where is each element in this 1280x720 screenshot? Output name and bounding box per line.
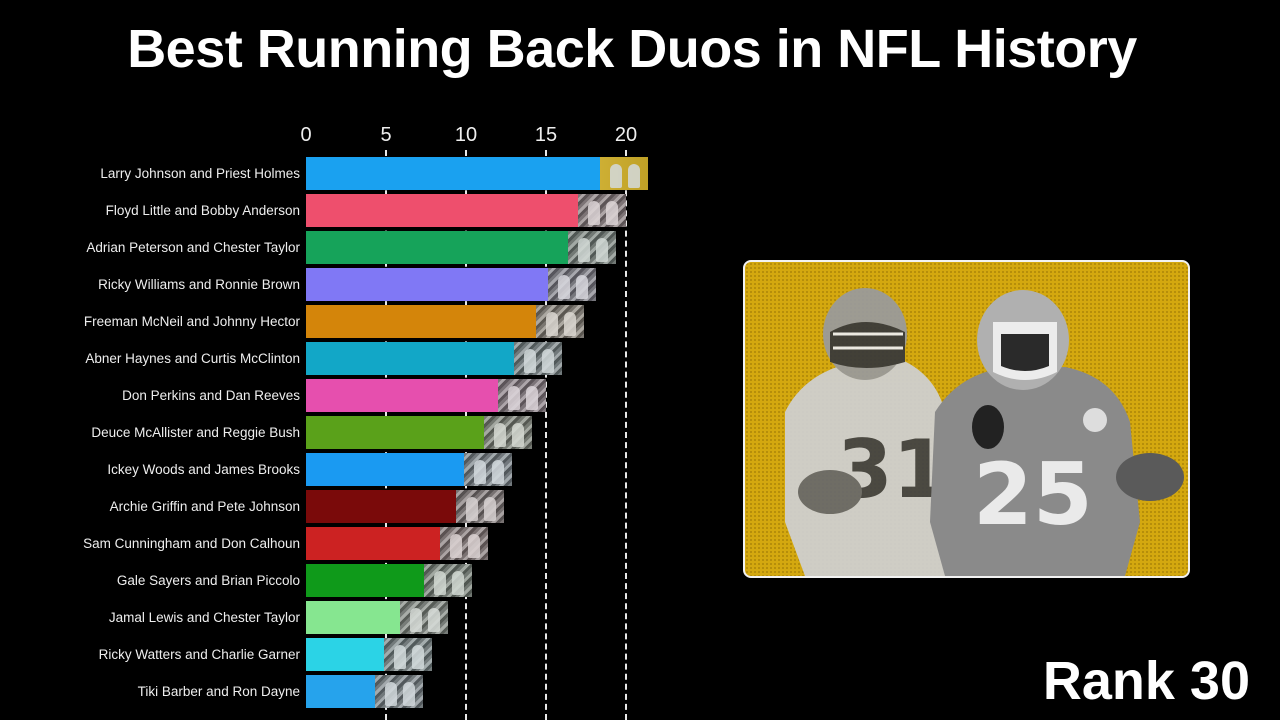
duo-thumbnail-icon	[514, 342, 562, 375]
bar	[306, 157, 649, 190]
duo-thumbnail-icon	[456, 490, 505, 523]
rank-label: Rank 30	[1042, 651, 1250, 711]
bar-label: Tiki Barber and Ron Dayne	[137, 684, 300, 699]
duo-thumbnail-icon	[547, 268, 596, 301]
bar-label: Gale Sayers and Brian Piccolo	[116, 573, 300, 588]
bar-label: Ricky Watters and Charlie Garner	[98, 647, 300, 662]
bar-row: Tiki Barber and Ron Dayne	[0, 675, 700, 708]
featured-duo-photo: 31 25	[743, 260, 1190, 578]
players-illustration-icon: 31 25	[785, 288, 1184, 576]
bar-row: Don Perkins and Dan Reeves	[0, 379, 700, 412]
bar-row: Abner Haynes and Curtis McClinton	[0, 342, 700, 375]
bar-label: Deuce McAllister and Reggie Bush	[91, 425, 300, 440]
bar	[306, 268, 596, 301]
bar-label: Archie Griffin and Pete Johnson	[109, 499, 300, 514]
bar-label: Sam Cunningham and Don Calhoun	[83, 536, 300, 551]
bar-row: Larry Johnson and Priest Holmes	[0, 157, 700, 190]
x-tick-label: 15	[534, 124, 558, 146]
duo-thumbnail-icon	[536, 305, 585, 338]
x-tick-label: 0	[300, 124, 312, 146]
duo-thumbnail-icon	[600, 157, 649, 190]
duo-thumbnail-icon	[384, 638, 433, 671]
bar-row: Floyd Little and Bobby Anderson	[0, 194, 700, 227]
gridline	[545, 150, 547, 720]
bar-row: Archie Griffin and Pete Johnson	[0, 490, 700, 523]
bar-row: Freeman McNeil and Johnny Hector	[0, 305, 700, 338]
bar-chart: 0 5 10 15 20 Larry Johnson and Priest Holmes…	[0, 124, 700, 720]
duo-thumbnail-icon	[568, 231, 617, 264]
bar-label: Floyd Little and Bobby Anderson	[105, 203, 300, 218]
bar-row: Jamal Lewis and Chester Taylor	[0, 601, 700, 634]
x-tick-label: 5	[380, 124, 392, 146]
bar	[306, 194, 626, 227]
bar-label: Adrian Peterson and Chester Taylor	[86, 240, 300, 255]
bar-row: Ickey Woods and James Brooks	[0, 453, 700, 486]
bar-row: Gale Sayers and Brian Piccolo	[0, 564, 700, 597]
duo-thumbnail-icon	[440, 527, 489, 560]
bar-label: Ickey Woods and James Brooks	[107, 462, 300, 477]
bar-label: Freeman McNeil and Johnny Hector	[83, 314, 300, 329]
bar-label: Jamal Lewis and Chester Taylor	[108, 610, 300, 625]
bar-row: Adrian Peterson and Chester Taylor	[0, 231, 700, 264]
bar-row: Ricky Watters and Charlie Garner	[0, 638, 700, 671]
gridline	[625, 150, 627, 720]
chart-title: Best Running Back Duos in NFL History	[127, 19, 1137, 79]
bar-label: Larry Johnson and Priest Holmes	[100, 166, 300, 181]
x-tick-label: 10	[454, 124, 478, 146]
bar-row: Ricky Williams and Ronnie Brown	[0, 268, 700, 301]
duo-thumbnail-icon	[578, 194, 626, 227]
bar	[306, 231, 617, 264]
duo-thumbnail-icon	[464, 453, 513, 486]
duo-thumbnail-icon	[424, 564, 473, 597]
duo-thumbnail-icon	[498, 379, 546, 412]
x-tick-label: 20	[614, 124, 638, 146]
bar-label: Abner Haynes and Curtis McClinton	[85, 351, 300, 366]
duo-thumbnail-icon	[483, 416, 532, 449]
bar-label: Don Perkins and Dan Reeves	[122, 388, 300, 403]
bar-row: Deuce McAllister and Reggie Bush	[0, 416, 700, 449]
duo-thumbnail-icon	[374, 675, 423, 708]
bar-label: Ricky Williams and Ronnie Brown	[98, 277, 300, 292]
svg-text:25: 25	[973, 445, 1093, 545]
bar-row: Sam Cunningham and Don Calhoun	[0, 527, 700, 560]
duo-thumbnail-icon	[400, 601, 449, 634]
